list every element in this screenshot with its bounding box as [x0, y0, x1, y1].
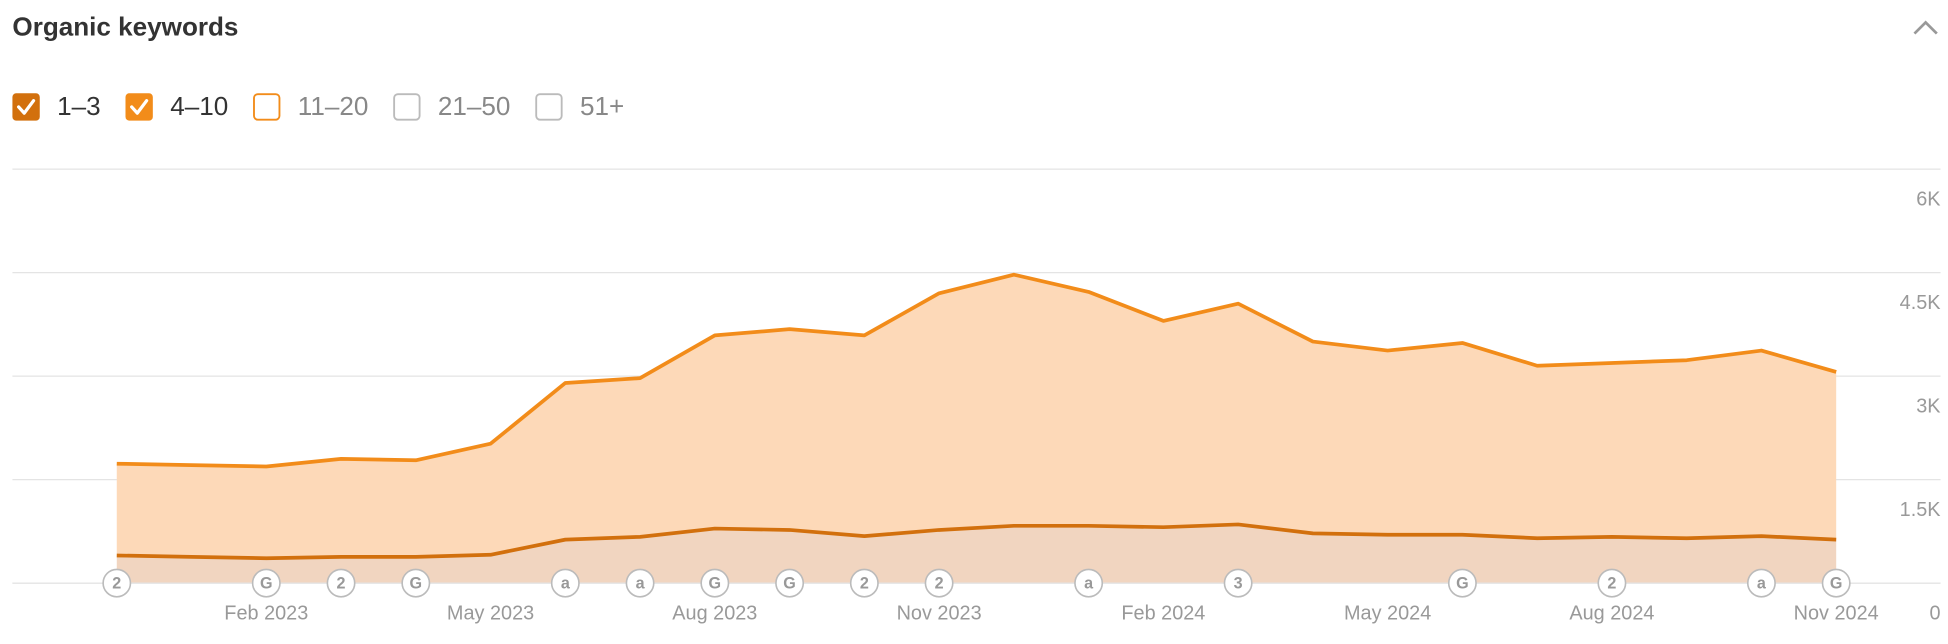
legend-checkmark [130, 99, 149, 115]
event-marker[interactable]: G [775, 568, 805, 598]
event-marker-label: G [260, 575, 273, 593]
event-marker-label: G [1456, 575, 1469, 593]
event-marker-circle [251, 568, 281, 598]
event-marker-label: 2 [112, 575, 121, 593]
event-marker[interactable]: 3 [1223, 568, 1253, 598]
event-marker[interactable]: G [1821, 568, 1851, 598]
event-marker-circle [401, 568, 431, 598]
event-marker-circle [326, 568, 356, 598]
event-marker[interactable]: 2 [849, 568, 879, 598]
event-marker-circle [1447, 568, 1477, 598]
event-marker[interactable]: a [625, 568, 655, 598]
x-tick-label: May 2024 [1344, 602, 1431, 624]
area [116, 524, 1837, 584]
legend-label: 11–20 [298, 91, 369, 121]
line [116, 272, 1837, 469]
event-marker[interactable]: G [401, 568, 431, 598]
legend-label: 1–3 [57, 91, 100, 121]
event-marker-circle [1074, 568, 1104, 598]
legend-checkbox [125, 93, 153, 121]
event-marker-label: a [561, 575, 571, 593]
x-tick-label: Feb 2023 [224, 602, 308, 624]
event-marker[interactable]: a [1746, 568, 1776, 598]
event-marker[interactable]: a [1074, 568, 1104, 598]
y-tick-label: 3K [1916, 395, 1941, 417]
legend-label: 4–10 [170, 91, 228, 121]
legend-checkbox [393, 93, 421, 121]
event-marker[interactable]: 2 [924, 568, 954, 598]
legend-label: 21–50 [438, 91, 511, 121]
event-marker-circle [700, 568, 730, 598]
area [116, 274, 1837, 559]
x-tick-label: Feb 2024 [1121, 602, 1205, 624]
y-tick-label: 4.5K [1900, 292, 1942, 314]
event-marker-label: a [636, 575, 646, 593]
event-marker-label: a [1757, 575, 1767, 593]
event-marker-circle [1746, 568, 1776, 598]
x-tick-label: Aug 2023 [672, 602, 757, 624]
line [116, 522, 1837, 561]
event-marker[interactable]: 2 [1597, 568, 1627, 598]
x-tick-label: Nov 2023 [897, 602, 982, 624]
legend-item[interactable]: 51+ [535, 91, 624, 121]
legend-checkbox [253, 93, 281, 121]
event-marker[interactable]: a [550, 568, 580, 598]
event-marker[interactable]: 2 [102, 568, 132, 598]
x-tick-label: May 2023 [447, 602, 534, 624]
x-tick-label: Nov 2024 [1794, 602, 1879, 624]
y-tick-label: 0 [1929, 602, 1940, 624]
legend-checkbox [535, 93, 563, 121]
event-marker-circle [102, 568, 132, 598]
legend-item[interactable]: 11–20 [253, 91, 369, 121]
event-marker-label: 2 [935, 575, 944, 593]
event-marker-label: G [1830, 575, 1843, 593]
event-marker-circle [625, 568, 655, 598]
event-marker-circle [1821, 568, 1851, 598]
event-marker-circle [924, 568, 954, 598]
event-marker-label: G [709, 575, 722, 593]
legend-item[interactable]: 4–10 [125, 91, 228, 121]
event-marker-circle [849, 568, 879, 598]
event-marker-label: 3 [1234, 575, 1243, 593]
x-tick-label: Aug 2024 [1569, 602, 1654, 624]
collapse-button[interactable] [1913, 20, 1938, 35]
event-marker-circle [775, 568, 805, 598]
event-marker-label: G [410, 575, 423, 593]
event-marker-label: G [783, 575, 796, 593]
event-marker-circle [1223, 568, 1253, 598]
legend-checkmark [17, 99, 36, 115]
legend-item[interactable]: 21–50 [393, 91, 511, 121]
event-marker-label: a [1084, 575, 1094, 593]
event-marker-label: 2 [337, 575, 346, 593]
event-marker[interactable]: G [1447, 568, 1477, 598]
y-tick-label: 6K [1916, 188, 1941, 210]
legend-checkbox [12, 93, 40, 121]
chart-title: Organic keywords [12, 11, 238, 41]
legend-item[interactable]: 1–3 [12, 91, 101, 121]
event-marker[interactable]: G [700, 568, 730, 598]
event-marker-label: 2 [1607, 575, 1616, 593]
event-marker-circle [1597, 568, 1627, 598]
event-marker-circle [550, 568, 580, 598]
event-marker[interactable]: G [251, 568, 281, 598]
legend-label: 51+ [580, 91, 624, 121]
event-marker[interactable]: 2 [326, 568, 356, 598]
event-marker-label: 2 [860, 575, 869, 593]
y-tick-label: 1.5K [1900, 499, 1942, 521]
